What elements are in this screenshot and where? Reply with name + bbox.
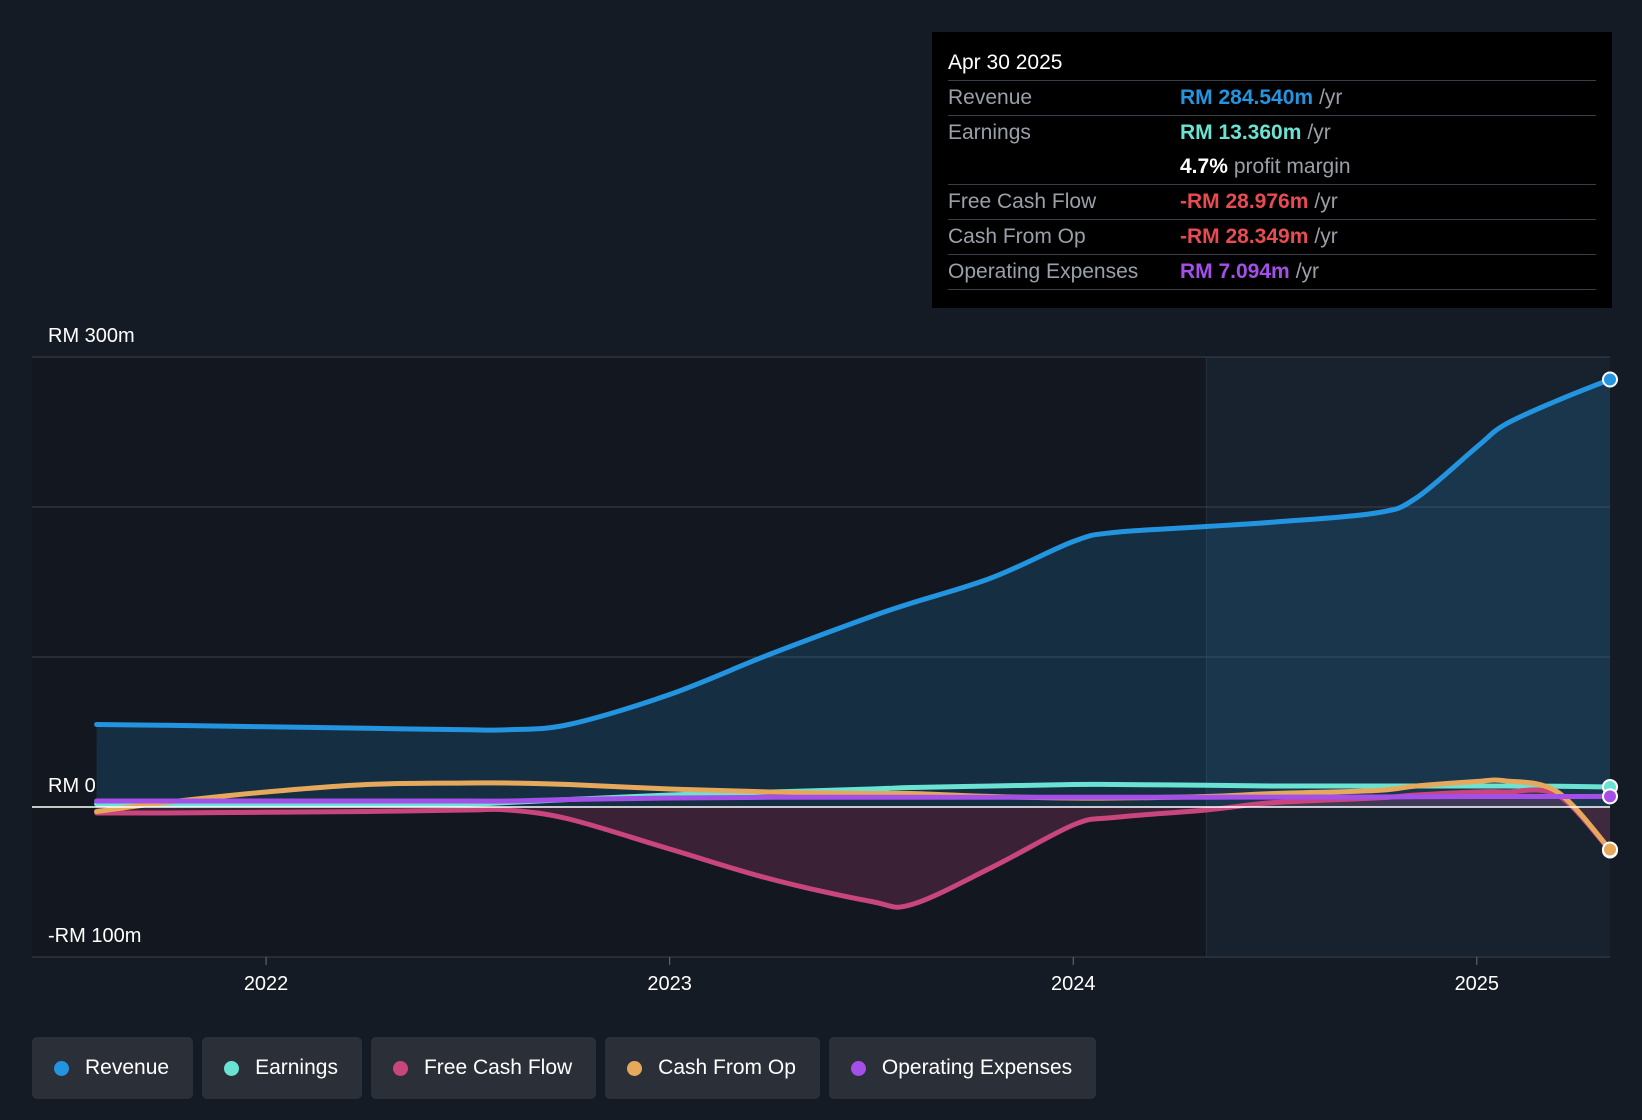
free-cash-flow-area bbox=[96, 789, 1611, 908]
operating-expenses-endpoint bbox=[1602, 788, 1618, 805]
revenue-area bbox=[96, 379, 1611, 807]
tooltip-value: -RM 28.349m bbox=[1180, 225, 1309, 248]
cash-from-op-endpoint bbox=[1602, 841, 1618, 858]
legend-dot-icon bbox=[54, 1060, 69, 1076]
tooltip-unit: /yr bbox=[1314, 190, 1338, 213]
tooltip-unit: /yr bbox=[1314, 225, 1338, 248]
tooltip-value: -RM 28.976m bbox=[1180, 190, 1309, 213]
legend-item-revenue[interactable]: Revenue bbox=[32, 1037, 194, 1099]
tooltip-label bbox=[948, 150, 1180, 184]
y-axis-labels: RM 300m RM 0 -RM 100m bbox=[48, 325, 141, 947]
legend-item-earnings[interactable]: Earnings bbox=[202, 1037, 362, 1099]
legend-dot-icon bbox=[224, 1060, 240, 1076]
tooltip-value: RM 284.540m bbox=[1180, 86, 1314, 109]
tooltip-value: RM 7.094m bbox=[1180, 260, 1290, 283]
x-axis-labels: 2022 2023 2024 2025 bbox=[244, 957, 1499, 995]
revenue-line bbox=[94, 377, 1613, 733]
tooltip-label: Revenue bbox=[948, 86, 1033, 109]
legend-dot-icon bbox=[850, 1060, 866, 1076]
y-tick-label: -RM 100m bbox=[48, 925, 141, 947]
tooltip-row-revenue: Revenue RM 284.540m /yr bbox=[948, 80, 1596, 115]
series-endpoints bbox=[1602, 371, 1618, 859]
operating-expenses-line bbox=[94, 793, 1613, 804]
tooltip-unit: /yr bbox=[1319, 86, 1343, 109]
tooltip-date: Apr 30 2025 bbox=[948, 51, 1063, 74]
tooltip-label: Cash From Op bbox=[948, 225, 1086, 248]
tooltip-row-profit-margin: 4.7% profit margin bbox=[948, 150, 1596, 184]
series-areas bbox=[96, 379, 1611, 908]
legend-label: Free Cash Flow bbox=[423, 1056, 573, 1079]
tooltip-label: Free Cash Flow bbox=[948, 190, 1097, 213]
legend-item-operating-expenses[interactable]: Operating Expenses bbox=[828, 1037, 1097, 1099]
tooltip-label: Earnings bbox=[948, 121, 1031, 144]
legend-dot-icon bbox=[627, 1060, 643, 1076]
x-tick-label: 2025 bbox=[1455, 973, 1500, 995]
legend-item-cash-from-op[interactable]: Cash From Op bbox=[605, 1037, 820, 1099]
tooltip-value: RM 13.360m bbox=[1180, 121, 1302, 144]
legend: Revenue Earnings Free Cash Flow Cash Fro… bbox=[32, 1037, 1097, 1099]
tooltip-row-earnings: Earnings RM 13.360m /yr bbox=[948, 115, 1596, 150]
x-tick-label: 2023 bbox=[647, 973, 692, 995]
legend-dot-icon bbox=[392, 1060, 408, 1076]
tooltip-row-operating-expenses: Operating Expenses RM 7.094m /yr bbox=[948, 254, 1596, 290]
tooltip: Apr 30 2025 Revenue RM 284.540m /yr Earn… bbox=[932, 32, 1612, 308]
tooltip-row-cash-from-op: Cash From Op -RM 28.349m /yr bbox=[948, 219, 1596, 254]
grid-lines bbox=[32, 356, 1610, 958]
legend-label: Earnings bbox=[255, 1056, 338, 1079]
legend-label: Cash From Op bbox=[658, 1056, 796, 1079]
tooltip-unit: /yr bbox=[1307, 121, 1331, 144]
legend-label: Operating Expenses bbox=[881, 1056, 1073, 1079]
x-tick-label: 2024 bbox=[1051, 973, 1096, 995]
tooltip-unit: profit margin bbox=[1233, 155, 1351, 178]
y-tick-label: RM 0 bbox=[48, 775, 96, 797]
series-lines bbox=[32, 377, 1613, 910]
tooltip-label: Operating Expenses bbox=[948, 260, 1139, 283]
legend-label: Revenue bbox=[85, 1056, 170, 1079]
revenue-endpoint bbox=[1602, 371, 1618, 388]
tooltip-row-free-cash-flow: Free Cash Flow -RM 28.976m /yr bbox=[948, 184, 1596, 219]
legend-item-free-cash-flow[interactable]: Free Cash Flow bbox=[370, 1037, 597, 1099]
tooltip-value: 4.7% bbox=[1180, 155, 1228, 178]
cash-from-op-line bbox=[94, 777, 1613, 852]
y-tick-label: RM 300m bbox=[48, 325, 135, 347]
x-tick-label: 2022 bbox=[244, 973, 289, 995]
tooltip-unit: /yr bbox=[1295, 260, 1320, 283]
